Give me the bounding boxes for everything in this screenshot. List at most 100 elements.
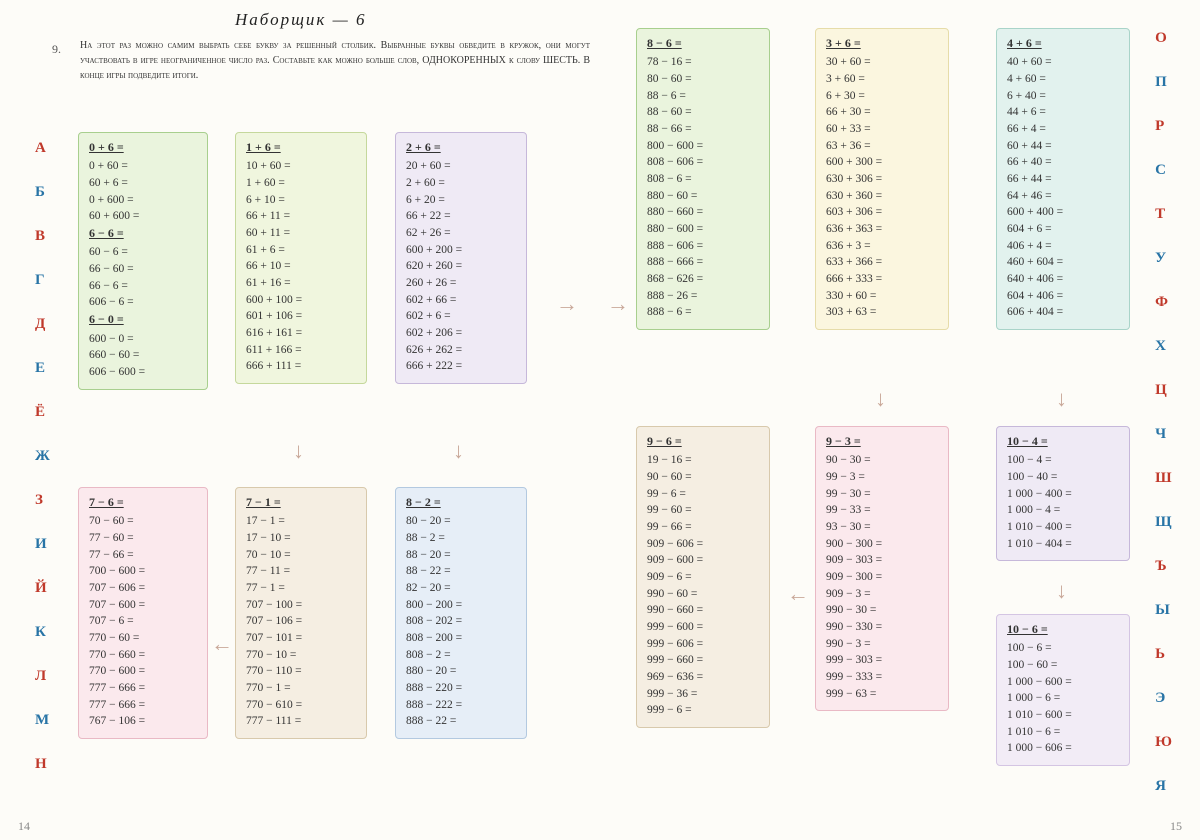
equation-row: 666 + 111 = bbox=[246, 358, 356, 375]
equation-row: 100 − 40 = bbox=[1007, 469, 1119, 486]
letter-О: О bbox=[1155, 30, 1172, 47]
equation-row: 0 + 60 = bbox=[89, 158, 197, 175]
equation-row: 1 000 − 606 = bbox=[1007, 740, 1119, 757]
equation-row: 888 − 606 = bbox=[647, 238, 759, 255]
box-2plus6: 2 + 6 =20 + 60 =2 + 60 =6 + 20 =66 + 22 … bbox=[395, 132, 527, 384]
equation-row: 80 − 60 = bbox=[647, 71, 759, 88]
equation-row: 60 − 6 = bbox=[89, 244, 197, 261]
equation-row: 17 − 10 = bbox=[246, 530, 356, 547]
box-8minus2: 8 − 2 =80 − 20 =88 − 2 =88 − 20 =88 − 22… bbox=[395, 487, 527, 739]
equation-row: 600 + 300 = bbox=[826, 154, 938, 171]
letter-К: К bbox=[35, 624, 50, 641]
letter-У: У bbox=[1155, 250, 1172, 267]
equation-row: 777 − 111 = bbox=[246, 713, 356, 730]
page-number-left: 14 bbox=[18, 819, 30, 834]
equation-row: 30 + 60 = bbox=[826, 54, 938, 71]
letters-left-column: АБВГДЕЁЖЗИЙКЛМН bbox=[35, 140, 50, 773]
box-header: 8 − 6 = bbox=[647, 35, 759, 52]
equation-row: 20 + 60 = bbox=[406, 158, 516, 175]
equation-row: 777 − 666 = bbox=[89, 697, 197, 714]
arrow-down-icon bbox=[293, 440, 304, 462]
box-header: 10 − 6 = bbox=[1007, 621, 1119, 638]
equation-row: 460 + 604 = bbox=[1007, 254, 1119, 271]
equation-row: 909 − 606 = bbox=[647, 536, 759, 553]
equation-row: 770 − 110 = bbox=[246, 663, 356, 680]
box-8minus6: 8 − 6 =78 − 16 =80 − 60 =88 − 6 =88 − 60… bbox=[636, 28, 770, 330]
letter-Г: Г bbox=[35, 272, 50, 289]
equation-row: 626 + 262 = bbox=[406, 342, 516, 359]
equation-row: 909 − 303 = bbox=[826, 552, 938, 569]
letter-Ъ: Ъ bbox=[1155, 558, 1172, 575]
arrow-right-icon bbox=[556, 293, 578, 315]
equation-row: 611 + 166 = bbox=[246, 342, 356, 359]
equation-row: 40 + 60 = bbox=[1007, 54, 1119, 71]
equation-row: 66 + 4 = bbox=[1007, 121, 1119, 138]
equation-row: 61 + 6 = bbox=[246, 242, 356, 259]
box-9minus3: 9 − 3 =90 − 30 =99 − 3 =99 − 30 =99 − 33… bbox=[815, 426, 949, 711]
box-header: 7 − 1 = bbox=[246, 494, 356, 511]
box-header: 0 + 6 = bbox=[89, 139, 197, 156]
equation-row: 1 000 − 600 = bbox=[1007, 674, 1119, 691]
equation-row: 800 − 600 = bbox=[647, 138, 759, 155]
equation-row: 100 − 6 = bbox=[1007, 640, 1119, 657]
box-header: 3 + 6 = bbox=[826, 35, 938, 52]
equation-row: 88 − 6 = bbox=[647, 88, 759, 105]
equation-row: 600 − 0 = bbox=[89, 331, 197, 348]
box-header: 2 + 6 = bbox=[406, 139, 516, 156]
letter-Ш: Ш bbox=[1155, 470, 1172, 487]
equation-row: 2 + 60 = bbox=[406, 175, 516, 192]
equation-row: 4 + 60 = bbox=[1007, 71, 1119, 88]
page-number-right: 15 bbox=[1170, 819, 1182, 834]
equation-row: 707 − 606 = bbox=[89, 580, 197, 597]
equation-row: 999 − 660 = bbox=[647, 652, 759, 669]
letter-И: И bbox=[35, 536, 50, 553]
equation-row: 707 − 106 = bbox=[246, 613, 356, 630]
exercise-number: 9. bbox=[52, 42, 61, 57]
equation-row: 800 − 200 = bbox=[406, 597, 516, 614]
equation-row: 1 010 − 6 = bbox=[1007, 724, 1119, 741]
box-header: 9 − 6 = bbox=[647, 433, 759, 450]
box-header: 10 − 4 = bbox=[1007, 433, 1119, 450]
equation-row: 66 + 10 = bbox=[246, 258, 356, 275]
equation-row: 88 − 22 = bbox=[406, 563, 516, 580]
equation-row: 990 − 330 = bbox=[826, 619, 938, 636]
letter-В: В bbox=[35, 228, 50, 245]
equation-row: 999 − 303 = bbox=[826, 652, 938, 669]
equation-row: 406 + 4 = bbox=[1007, 238, 1119, 255]
equation-row: 1 000 − 6 = bbox=[1007, 690, 1119, 707]
equation-row: 909 − 600 = bbox=[647, 552, 759, 569]
equation-row: 66 + 11 = bbox=[246, 208, 356, 225]
letter-Щ: Щ bbox=[1155, 514, 1172, 531]
equation-row: 707 − 600 = bbox=[89, 597, 197, 614]
equation-row: 603 + 306 = bbox=[826, 204, 938, 221]
equation-row: 999 − 606 = bbox=[647, 636, 759, 653]
letter-Ь: Ь bbox=[1155, 646, 1172, 663]
equation-row: 77 − 60 = bbox=[89, 530, 197, 547]
equation-row: 999 − 600 = bbox=[647, 619, 759, 636]
box-header: 6 − 6 = bbox=[89, 225, 197, 242]
equation-row: 66 + 44 = bbox=[1007, 171, 1119, 188]
equation-row: 99 − 66 = bbox=[647, 519, 759, 536]
equation-row: 888 − 26 = bbox=[647, 288, 759, 305]
box-9minus6: 9 − 6 =19 − 16 =90 − 60 =99 − 6 =99 − 60… bbox=[636, 426, 770, 728]
equation-row: 602 + 206 = bbox=[406, 325, 516, 342]
equation-row: 1 010 − 600 = bbox=[1007, 707, 1119, 724]
equation-row: 969 − 636 = bbox=[647, 669, 759, 686]
equation-row: 19 − 16 = bbox=[647, 452, 759, 469]
equation-row: 999 − 63 = bbox=[826, 686, 938, 703]
equation-row: 88 − 66 = bbox=[647, 121, 759, 138]
equation-row: 888 − 220 = bbox=[406, 680, 516, 697]
letter-Н: Н bbox=[35, 756, 50, 773]
equation-row: 770 − 10 = bbox=[246, 647, 356, 664]
equation-row: 66 − 6 = bbox=[89, 278, 197, 295]
equation-row: 60 + 6 = bbox=[89, 175, 197, 192]
equation-row: 303 + 63 = bbox=[826, 304, 938, 321]
equation-row: 330 + 60 = bbox=[826, 288, 938, 305]
arrow-left-icon bbox=[787, 583, 809, 605]
equation-row: 602 + 6 = bbox=[406, 308, 516, 325]
equation-row: 90 − 60 = bbox=[647, 469, 759, 486]
box-4plus6: 4 + 6 =40 + 60 =4 + 60 =6 + 40 =44 + 6 =… bbox=[996, 28, 1130, 330]
box-header: 4 + 6 = bbox=[1007, 35, 1119, 52]
equation-row: 604 + 406 = bbox=[1007, 288, 1119, 305]
equation-row: 606 − 600 = bbox=[89, 364, 197, 381]
